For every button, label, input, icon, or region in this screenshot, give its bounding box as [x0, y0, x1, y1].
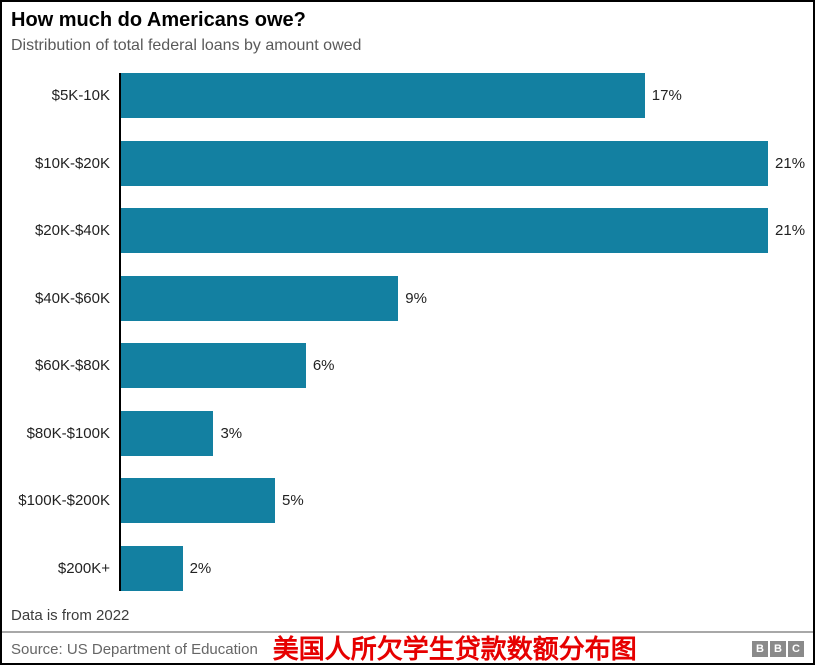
- bbc-logo-block: B: [770, 641, 786, 657]
- chinese-caption: 美国人所欠学生贷款数额分布图: [272, 634, 637, 664]
- value-label: 6%: [312, 357, 335, 374]
- chart-title: How much do Americans owe?: [11, 9, 306, 31]
- source-text: Source: US Department of Education: [11, 640, 258, 658]
- bar: [121, 140, 769, 186]
- bar-row: $60K-$80K 6%: [2, 343, 813, 388]
- bbc-logo-block: B: [752, 641, 768, 657]
- bar: [121, 275, 399, 321]
- value-label: 17%: [651, 87, 682, 104]
- bar-track: 9%: [121, 275, 813, 321]
- value-label: 5%: [282, 492, 304, 509]
- bar-track: 6%: [121, 343, 813, 388]
- bar-row: $5K-10K 17%: [2, 73, 813, 118]
- bar-track: 17%: [121, 73, 813, 118]
- bbc-logo-block: C: [788, 641, 804, 657]
- category-label: $20K-$40K: [34, 222, 110, 239]
- category-label: $10K-$20K: [34, 154, 110, 172]
- data-note: Data is from 2022: [11, 606, 130, 624]
- chart-subtitle: Distribution of total federal loans by a…: [11, 37, 362, 54]
- value-label: 2%: [189, 559, 212, 577]
- bar: [121, 545, 183, 591]
- bar-track: 21%: [121, 208, 813, 253]
- footer-divider: [2, 630, 813, 633]
- category-label: $100K-$200K: [18, 492, 110, 509]
- bar: [121, 208, 769, 253]
- bar-track: 3%: [121, 410, 813, 456]
- category-label: $60K-$80K: [34, 357, 110, 374]
- chart-header: How much do Americans owe? Distribution …: [2, 2, 813, 55]
- bar-row: $20K-$40K 21%: [2, 208, 813, 253]
- bar: [121, 73, 645, 118]
- chart-footer: Data is from 2022 Source: US Department …: [2, 591, 813, 664]
- value-label: 21%: [775, 154, 806, 172]
- y-axis-line: [119, 73, 121, 591]
- bar-row: $200K+ 2%: [2, 545, 813, 591]
- bar-chart: $5K-10K 17% $10K-$20K 21% $20K-$40K 21% …: [2, 73, 813, 591]
- bar-row: $40K-$60K 9%: [2, 275, 813, 321]
- bar-track: 2%: [121, 545, 813, 591]
- value-label: 21%: [775, 222, 806, 239]
- bar-row: $10K-$20K 21%: [2, 140, 813, 186]
- value-label: 3%: [220, 424, 243, 442]
- bar-track: 21%: [121, 140, 813, 186]
- bar-row: $80K-$100K 3%: [2, 410, 813, 456]
- bar: [121, 343, 306, 388]
- bar-track: 5%: [121, 478, 813, 523]
- category-label: $40K-$60K: [34, 289, 110, 307]
- category-label: $5K-10K: [51, 87, 110, 104]
- category-label: $200K+: [57, 559, 110, 577]
- bar: [121, 478, 276, 523]
- value-label: 9%: [405, 289, 427, 307]
- bar-row: $100K-$200K 5%: [2, 478, 813, 523]
- bar: [121, 410, 214, 456]
- footer-row: Source: US Department of Education 美国人所欠…: [2, 633, 813, 664]
- category-label: $80K-$100K: [26, 424, 110, 442]
